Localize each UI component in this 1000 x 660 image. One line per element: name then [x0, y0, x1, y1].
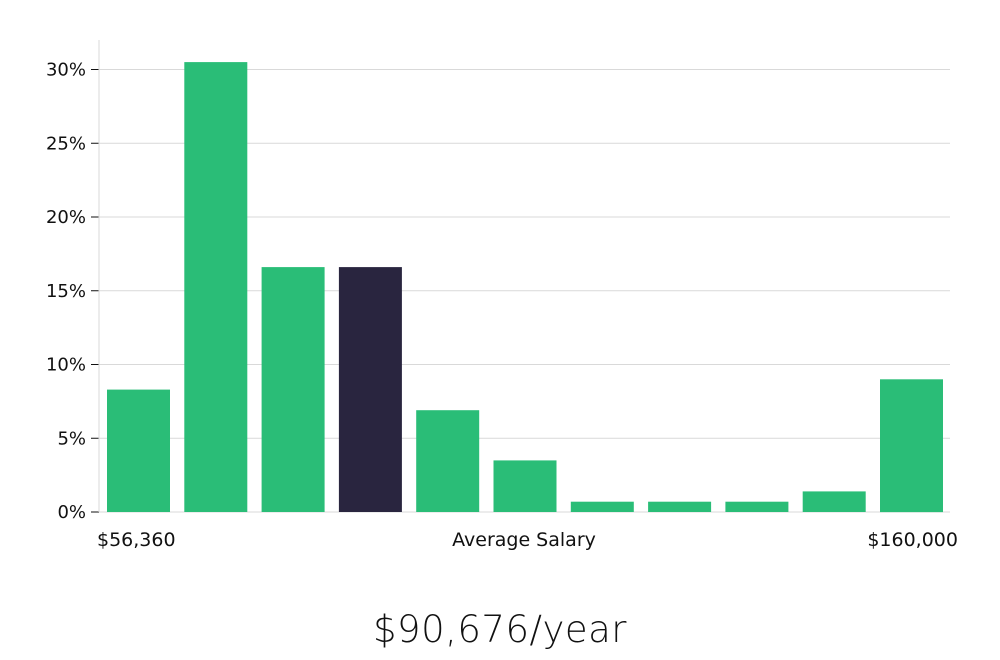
bar — [570, 501, 634, 512]
y-tick-label: 20% — [46, 207, 86, 228]
bar — [880, 379, 943, 513]
y-tick-label: 0% — [57, 502, 86, 523]
bar — [107, 389, 170, 512]
y-axis-ticks: 0% 5% 10% 15% 20% 25% 30% — [46, 60, 99, 523]
y-tick-label: 25% — [46, 133, 86, 154]
bar — [493, 460, 557, 512]
bar — [802, 491, 866, 512]
x-axis-max-label: $160,000 — [867, 529, 958, 551]
bar-highlighted — [338, 267, 402, 512]
bar — [261, 267, 325, 512]
x-axis-min-label: $56,360 — [97, 529, 176, 551]
salary-histogram: 0% 5% 10% 15% 20% 25% 30% — [46, 40, 950, 523]
bars — [107, 62, 943, 513]
y-tick-label: 15% — [46, 281, 86, 302]
bar — [725, 501, 789, 512]
bar — [648, 501, 712, 512]
y-tick-label: 5% — [57, 428, 86, 449]
bar — [184, 62, 248, 512]
average-salary-value: $90,676/year — [372, 608, 627, 651]
y-tick-label: 10% — [46, 355, 86, 376]
x-axis-title: Average Salary — [452, 529, 596, 551]
bar — [416, 410, 480, 512]
y-tick-label: 30% — [46, 60, 86, 81]
